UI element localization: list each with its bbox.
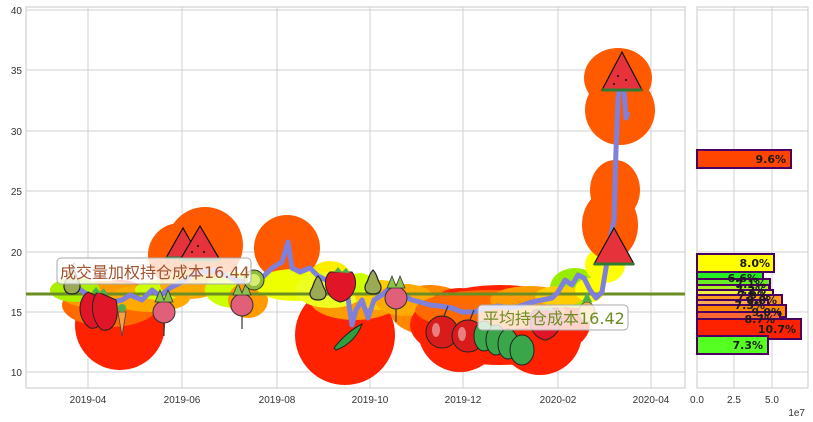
volume-bars [696, 149, 802, 355]
svg-text:7.2%: 7.2% [735, 284, 766, 297]
svg-text:9.6%: 9.6% [755, 153, 786, 166]
svg-text:10.7%: 10.7% [758, 323, 796, 336]
svg-text:2020-04: 2020-04 [633, 395, 670, 406]
svg-text:40: 40 [11, 6, 23, 17]
x-axis-labels: 2019-04 2019-06 2019-08 2019-10 2019-12 … [70, 395, 670, 406]
x-gridlines [87, 7, 652, 388]
svg-text:7.3%: 7.3% [734, 299, 765, 312]
svg-text:2.5: 2.5 [727, 395, 741, 406]
svg-text:5.0: 5.0 [765, 395, 779, 406]
svg-text:8.0%: 8.0% [739, 257, 770, 270]
svg-text:15: 15 [11, 308, 23, 319]
avg-cost-label: 平均持仓成本16.42 [483, 309, 625, 328]
avg-cost-annotation: 平均持仓成本16.42 [477, 304, 629, 331]
vwap-label: 成交量加权持仓成本16.44 [60, 263, 250, 282]
svg-text:2019-08: 2019-08 [259, 395, 296, 406]
svg-text:10: 10 [11, 368, 23, 379]
svg-text:30: 30 [11, 127, 23, 138]
svg-text:6.6%: 6.6% [727, 272, 758, 285]
svg-text:8.8%: 8.8% [746, 294, 777, 307]
svg-text:7.1%: 7.1% [735, 278, 766, 291]
svg-text:7.9%: 7.9% [737, 289, 768, 302]
strawberry-icon [324, 267, 356, 303]
side-x-axis-labels: 0.0 2.5 5.0 1e7 [690, 395, 805, 419]
main-plot: 成交量加权持仓成本16.44 平均持仓成本16.42 10 15 20 25 3… [11, 6, 686, 406]
vwap-annotation: 成交量加权持仓成本16.44 [56, 257, 252, 285]
y-axis-labels: 10 15 20 25 30 35 40 [11, 6, 23, 379]
svg-text:7.3%: 7.3% [732, 339, 763, 352]
svg-text:2019-04: 2019-04 [70, 395, 107, 406]
volume-bar [696, 335, 769, 355]
volume-bar-labels: 9.6% 8.0% 6.6% 7.1% 7.2% 7.9% 8.8% 7.3% … [727, 153, 796, 352]
svg-text:2019-10: 2019-10 [352, 395, 389, 406]
pear-icon [309, 275, 327, 301]
pear-icon [364, 269, 382, 295]
svg-text:0.0: 0.0 [690, 395, 704, 406]
svg-text:2020-02: 2020-02 [540, 395, 577, 406]
radish-icon [384, 274, 408, 322]
peapod-icon [333, 323, 363, 351]
svg-text:2019-12: 2019-12 [445, 395, 482, 406]
axis-multiplier: 1e7 [788, 408, 805, 419]
apple-icon [425, 305, 459, 349]
svg-text:35: 35 [11, 66, 23, 77]
volume-profile-panel: 9.6% 8.0% 6.6% 7.1% 7.2% 7.9% 8.8% 7.3% … [690, 6, 809, 419]
svg-text:20: 20 [11, 248, 23, 259]
carrot-icon [117, 304, 127, 337]
svg-text:2019-06: 2019-06 [164, 395, 201, 406]
watermelon-icon [601, 50, 643, 92]
svg-text:25: 25 [11, 187, 23, 198]
radish-icon [152, 288, 176, 336]
svg-text:8.7%: 8.7% [744, 313, 775, 326]
svg-text:9.0%: 9.0% [751, 306, 782, 319]
strawberry-icon [79, 287, 118, 331]
watermelon-icon [592, 226, 636, 266]
volume-bar [696, 149, 792, 169]
